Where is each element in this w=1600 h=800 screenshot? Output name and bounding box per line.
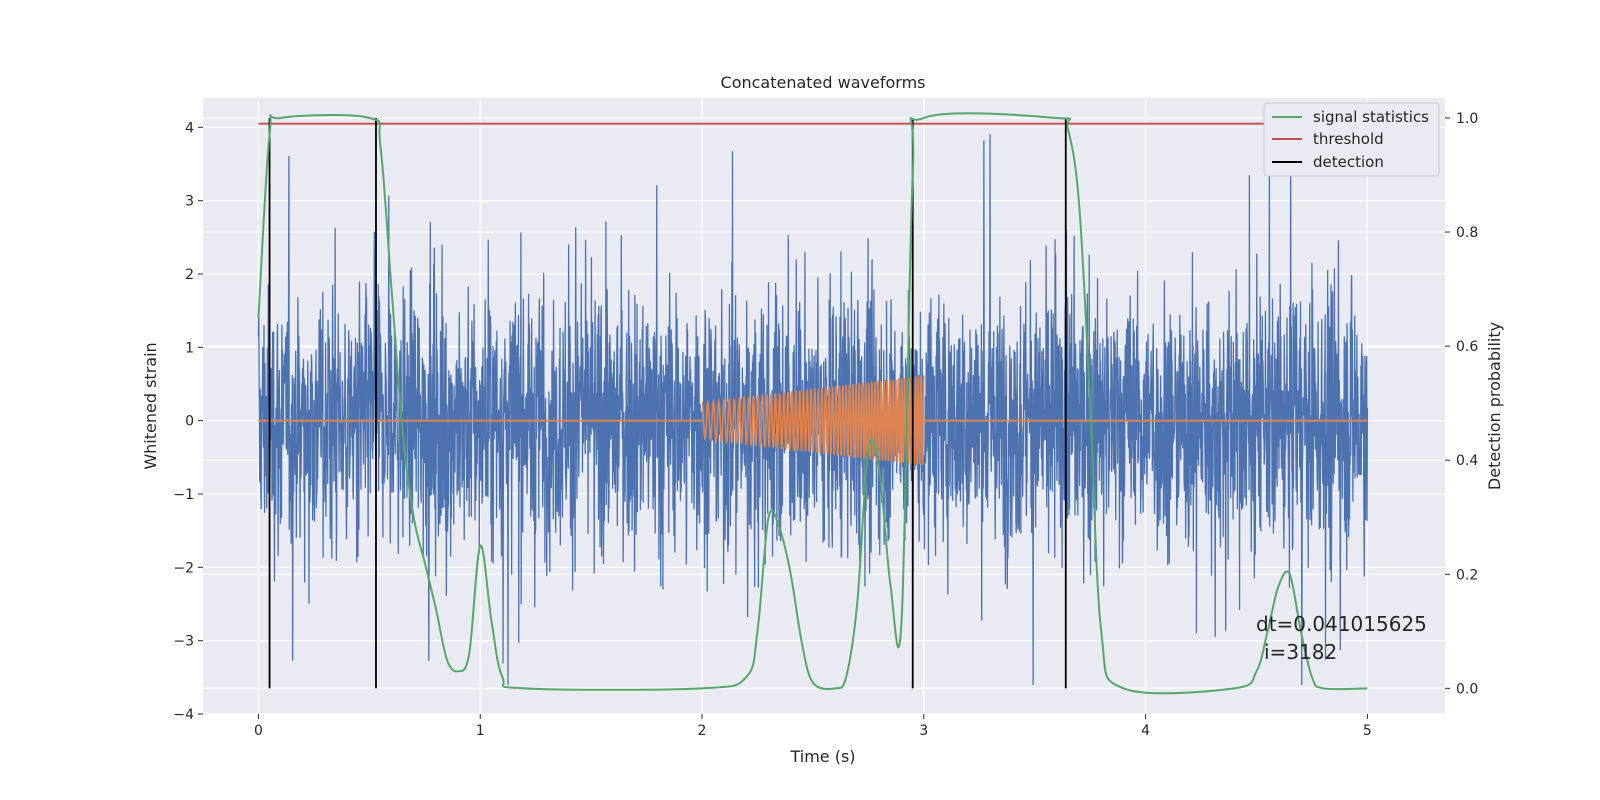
y-right-tick-label: 1.0 (1456, 111, 1478, 127)
x-tick-label: 1 (476, 723, 485, 739)
y-left-tick-label: 1 (185, 340, 194, 356)
y-left-tick-label: 3 (185, 194, 194, 210)
x-tick-label: 2 (698, 723, 707, 739)
x-axis-label: Time (s) (789, 747, 855, 766)
legend-box (1263, 102, 1440, 177)
x-axis-ticks: 0 1 2 3 4 5 (254, 714, 1372, 739)
annotation-i: i=3182 (1264, 640, 1337, 664)
legend-label-threshold: threshold (1313, 130, 1384, 148)
chirp-series (258, 375, 1368, 466)
y-axis-left-label: Whitened strain (141, 342, 160, 469)
y-left-tick-label: −2 (173, 560, 194, 576)
signal-statistics-series (257, 112, 1368, 695)
y-left-tick-label: −3 (173, 634, 194, 650)
y-right-tick-label: 0.2 (1456, 567, 1478, 583)
chirp-line (701, 375, 925, 466)
x-tick-label: 3 (919, 723, 928, 739)
y-left-tick-label: −1 (173, 487, 194, 503)
y-right-tick-label: 0.6 (1456, 339, 1478, 355)
y-axis-left-ticks: −4 −3 −2 −1 0 1 2 3 4 (173, 120, 203, 723)
legend: signal statistics threshold detection (1263, 102, 1440, 177)
y-axis-right-ticks: 0.0 0.2 0.4 0.6 0.8 1.0 (1445, 111, 1478, 697)
annotation-dt: dt=0.041015625 (1256, 612, 1427, 636)
noise-line (257, 134, 1369, 686)
y-right-tick-label: 0.0 (1456, 681, 1478, 697)
x-tick-label: 0 (254, 723, 263, 739)
y-right-tick-label: 0.4 (1456, 453, 1478, 469)
legend-label-signal-statistics: signal statistics (1313, 108, 1429, 126)
x-tick-label: 5 (1363, 723, 1372, 739)
y-left-tick-label: −4 (173, 707, 194, 723)
legend-label-detection: detection (1313, 153, 1384, 171)
y-left-tick-label: 0 (185, 414, 194, 430)
chart-title: Concatenated waveforms (721, 73, 926, 92)
y-axis-right-label: Detection probability (1485, 322, 1504, 490)
y-left-tick-label: 4 (185, 120, 194, 136)
x-tick-label: 4 (1141, 723, 1150, 739)
noise-series (257, 134, 1369, 686)
signal-statistics-line (257, 112, 1368, 695)
y-right-tick-label: 0.8 (1456, 225, 1478, 241)
detection-series (268, 117, 1067, 689)
y-left-tick-label: 2 (185, 267, 194, 283)
